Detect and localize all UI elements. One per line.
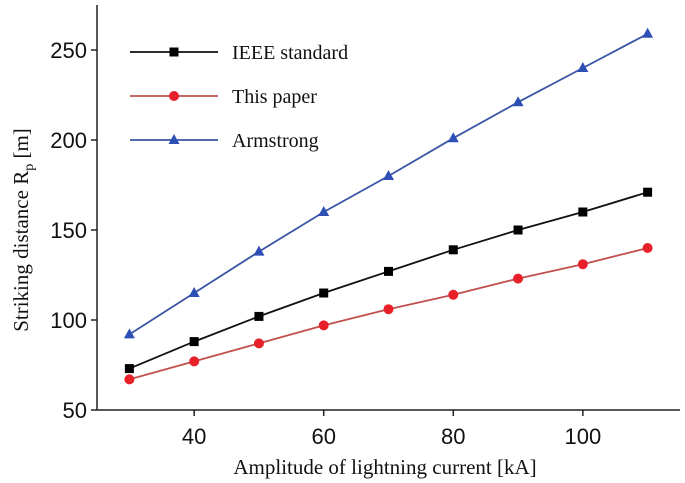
data-point-this-paper xyxy=(383,304,394,315)
data-point-armstrong xyxy=(123,328,135,339)
data-point-this-paper xyxy=(577,259,588,270)
x-axis-title: Amplitude of lightning current [kA] xyxy=(233,455,536,479)
x-tick-label: 60 xyxy=(311,424,335,449)
y-tick-label: 100 xyxy=(50,308,87,333)
y-tick-label: 50 xyxy=(63,398,87,423)
data-point-ieee-standard xyxy=(189,337,199,347)
y-tick-label: 250 xyxy=(50,38,87,63)
legend-label: IEEE standard xyxy=(232,42,348,64)
legend: IEEE standard This paper Armstrong xyxy=(130,42,348,152)
series-line-ieee-standard xyxy=(129,191,648,370)
data-point-this-paper xyxy=(318,320,329,331)
data-point-armstrong xyxy=(447,132,459,143)
x-tick-label: 80 xyxy=(441,424,465,449)
data-point-armstrong xyxy=(188,287,200,297)
data-point-ieee-standard xyxy=(384,266,393,276)
data-point-armstrong xyxy=(512,96,524,107)
x-tick-label: 40 xyxy=(182,424,206,449)
legend-marker xyxy=(169,91,179,101)
data-point-this-paper xyxy=(189,356,200,367)
data-point-armstrong xyxy=(642,27,654,38)
axes xyxy=(96,5,680,411)
data-point-armstrong xyxy=(577,62,589,72)
series-this-paper xyxy=(124,243,653,385)
y-tick-label: 200 xyxy=(50,128,87,153)
legend-item-armstrong: Armstrong xyxy=(130,130,319,152)
data-point-this-paper xyxy=(124,374,135,385)
ticks: 40 60 80 100 50 100 150 200 250 xyxy=(50,38,601,449)
x-tick-label: 100 xyxy=(564,424,601,449)
y-tick-label: 150 xyxy=(50,218,87,243)
data-point-ieee-standard xyxy=(124,364,134,374)
data-point-ieee-standard xyxy=(319,288,329,298)
data-point-ieee-standard xyxy=(578,207,588,217)
series-ieee-standard xyxy=(124,187,653,374)
data-point-armstrong xyxy=(253,245,265,256)
data-point-this-paper xyxy=(642,243,653,253)
data-point-ieee-standard xyxy=(643,187,653,197)
legend-item-this-paper: This paper xyxy=(130,86,317,108)
data-point-ieee-standard xyxy=(513,225,523,235)
legend-label: This paper xyxy=(232,86,317,108)
data-point-ieee-standard xyxy=(254,311,264,321)
series-line-armstrong xyxy=(128,33,649,336)
legend-marker xyxy=(168,134,180,144)
data-point-armstrong xyxy=(383,170,394,180)
y-axis-title-sub: p xyxy=(22,164,37,171)
legend-marker xyxy=(169,47,179,57)
data-point-ieee-standard xyxy=(448,245,458,255)
legend-item-ieee-standard: IEEE standard xyxy=(130,42,348,64)
y-axis-title-unit: [m] xyxy=(9,128,33,164)
data-point-this-paper xyxy=(513,273,524,284)
data-point-this-paper xyxy=(448,289,459,300)
data-point-this-paper xyxy=(253,338,264,349)
y-axis-title: Striking distance Rp [m] xyxy=(9,128,37,332)
series-armstrong xyxy=(123,27,654,339)
series-layer xyxy=(123,27,654,385)
legend-label: Armstrong xyxy=(232,130,319,152)
data-point-armstrong xyxy=(318,206,330,216)
y-axis-title-main: Striking distance R xyxy=(9,171,33,332)
